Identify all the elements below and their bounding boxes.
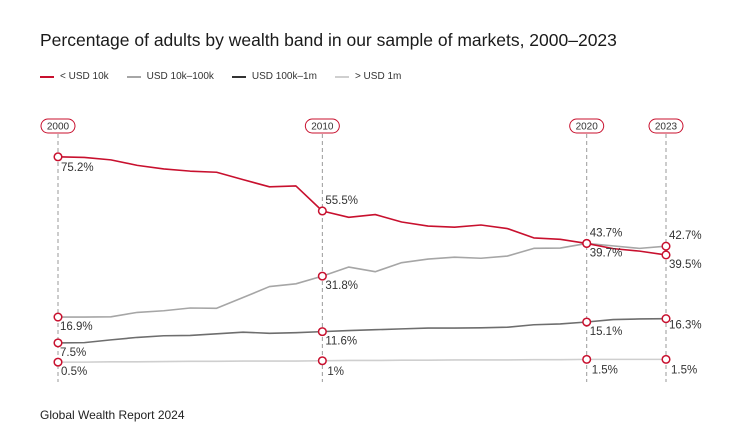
point-marker-over-1m-2020 [582,354,592,364]
data-label-10k-100k-2023: 42.7% [669,230,702,242]
legend-label-10k-100k: USD 10k–100k [146,71,214,82]
data-label-over-1m-2020: 1.5% [592,364,618,376]
legend-label-over-1m: > USD 1m [354,71,402,82]
legend-swatch-100k-1m [231,75,246,78]
data-label-under-10k-2023: 39.5% [669,259,702,271]
legend-swatch-10k-100k [126,75,141,78]
legend-item-under-10k: < USD 10k [40,71,109,82]
point-marker-under-10k-2023 [661,250,671,260]
year-pill-2023 [648,118,684,134]
year-label-2023: 2023 [655,122,678,133]
chart-legend: < USD 10k USD 10k–100k USD 100k–1m > USD… [40,71,401,82]
chart-title: Percentage of adults by wealth band in o… [40,30,617,50]
data-label-100k-1m-2010: 11.6% [325,336,357,348]
legend-label-under-10k: < USD 10k [60,71,109,82]
data-label-10k-100k-2010: 31.8% [325,280,358,292]
point-marker-100k-1m-2000 [53,338,63,348]
source-note: Global Wealth Report 2024 [40,408,185,422]
point-marker-over-1m-2000 [53,357,63,367]
series-line-over-1m [58,358,666,363]
data-label-over-1m-2010: 1% [327,366,344,378]
year-label-2000: 2000 [47,122,70,133]
year-pill-2010 [304,118,340,134]
legend-item-over-1m: > USD 1m [334,71,402,82]
series-line-100k-1m [57,317,667,344]
point-marker-10k-100k-2023 [661,241,671,251]
point-marker-10k-100k-2010 [317,271,327,281]
legend-swatch-under-10k [40,75,54,78]
data-label-100k-1m-2000: 7.5% [60,347,86,359]
series-line-10k-100k [58,242,667,318]
point-marker-100k-1m-2010 [317,327,327,337]
data-label-over-1m-2000: 0.5% [61,366,87,378]
legend-item-10k-100k: USD 10k–100k [126,71,214,82]
legend-label-100k-1m: USD 100k–1m [251,71,317,82]
data-label-100k-1m-2020: 15.1% [590,326,623,338]
year-pill-2000 [40,118,76,134]
year-label-2010: 2010 [311,122,334,133]
point-marker-under-10k-2010 [317,206,327,216]
year-pill-2020 [569,118,605,134]
legend-swatch-over-1m [334,75,349,78]
data-label-under-10k-2020: 39.7% [590,247,623,259]
point-marker-under-10k-2000 [53,152,63,162]
point-marker-over-1m-2010 [317,356,327,366]
data-label-10k-100k-2000: 16.9% [60,321,93,333]
data-label-under-10k-2000: 75.2% [61,162,94,174]
point-marker-10k-100k-2000 [53,312,63,322]
data-label-over-1m-2023: 1.5% [671,364,697,376]
point-marker-100k-1m-2020 [582,317,592,327]
data-label-100k-1m-2023: 16.3% [669,320,702,332]
series-line-under-10k [57,156,667,256]
data-label-10k-100k-2020: 43.7% [590,227,623,239]
point-marker-100k-1m-2023 [661,314,671,324]
point-marker-under-10k-2020 [582,238,592,248]
data-label-under-10k-2010: 55.5% [325,195,358,207]
year-label-2020: 2020 [576,122,599,133]
point-marker-over-1m-2023 [661,354,671,364]
legend-item-100k-1m: USD 100k–1m [231,71,317,82]
